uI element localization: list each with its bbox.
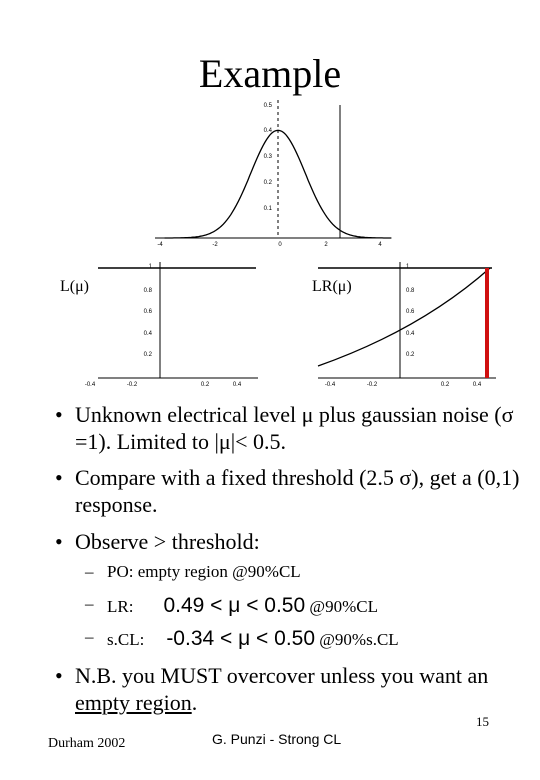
- tick-label: 0: [278, 242, 282, 248]
- tick-label: 0.4: [233, 382, 242, 388]
- sub-label: LR:: [107, 597, 134, 616]
- tick-label: 0.8: [144, 288, 153, 294]
- tick-label: 0.4: [144, 331, 153, 337]
- tick-label: 0.2: [441, 382, 450, 388]
- tick-label: -0.2: [127, 382, 138, 388]
- tick-label: 1: [149, 264, 153, 270]
- footer-center: G. Punzi - Strong CL: [212, 731, 342, 747]
- tick-label: 0.8: [406, 288, 415, 294]
- tick-label: 2: [324, 242, 328, 248]
- tick-label: 0.6: [144, 309, 153, 315]
- tick-label: -0.2: [367, 382, 378, 388]
- page-number: 15: [476, 714, 489, 729]
- gaussian-curve: [164, 129, 392, 239]
- bullet: Unknown electrical level μ plus gaussian…: [55, 401, 525, 455]
- ratio-curve: [317, 267, 491, 367]
- tick-label: 0.2: [201, 382, 210, 388]
- footer-left: Durham 2002: [48, 736, 126, 751]
- plot-label: L(μ): [60, 278, 90, 295]
- sub-item: LR: 0.49 < μ < 0.50 @90%CL: [85, 594, 378, 618]
- tick-label: 0.3: [264, 154, 273, 160]
- tick-label: 0.4: [264, 128, 273, 134]
- bullet: Compare with a fixed threshold (2.5 σ), …: [55, 464, 525, 518]
- tick-label: -4: [157, 242, 163, 248]
- sub-item: s.CL: -0.34 < μ < 0.50 @90%s.CL: [85, 627, 399, 651]
- sub-cl: @90%s.CL: [319, 630, 399, 649]
- plot-label: LR(μ): [312, 278, 352, 295]
- sub-label: PO: empty region @90%CL: [107, 562, 301, 581]
- tick-label: -0.4: [325, 382, 336, 388]
- note-underlined: empty region: [75, 690, 192, 715]
- sub-label: s.CL:: [107, 630, 145, 649]
- sub-cl: @90%CL: [309, 597, 378, 616]
- sub-range: 0.49 < μ < 0.50: [163, 594, 306, 617]
- tick-label: 0.2: [144, 352, 153, 358]
- tick-label: 4: [378, 242, 382, 248]
- tick-label: 0.5: [264, 103, 273, 109]
- tick-label: 0.2: [406, 352, 415, 358]
- note-text: N.B. you MUST overcover unless you want …: [75, 663, 489, 688]
- sub-item: PO: empty region @90%CL: [85, 562, 301, 582]
- tick-label: 0.1: [264, 206, 273, 212]
- sub-range: -0.34 < μ < 0.50: [166, 627, 316, 650]
- bullet: Observe > threshold:: [55, 528, 525, 555]
- title: Example: [198, 51, 342, 96]
- tick-label: 0.4: [406, 331, 415, 337]
- tick-label: -2: [212, 242, 218, 248]
- tick-label: 1: [406, 264, 410, 270]
- note-end: .: [191, 690, 198, 715]
- tick-label: -0.4: [85, 382, 96, 388]
- tick-label: 0.2: [264, 180, 273, 186]
- tick-label: 0.6: [406, 309, 415, 315]
- tick-label: 0.4: [473, 382, 482, 388]
- bullet: N.B. you MUST overcover unless you want …: [55, 662, 525, 716]
